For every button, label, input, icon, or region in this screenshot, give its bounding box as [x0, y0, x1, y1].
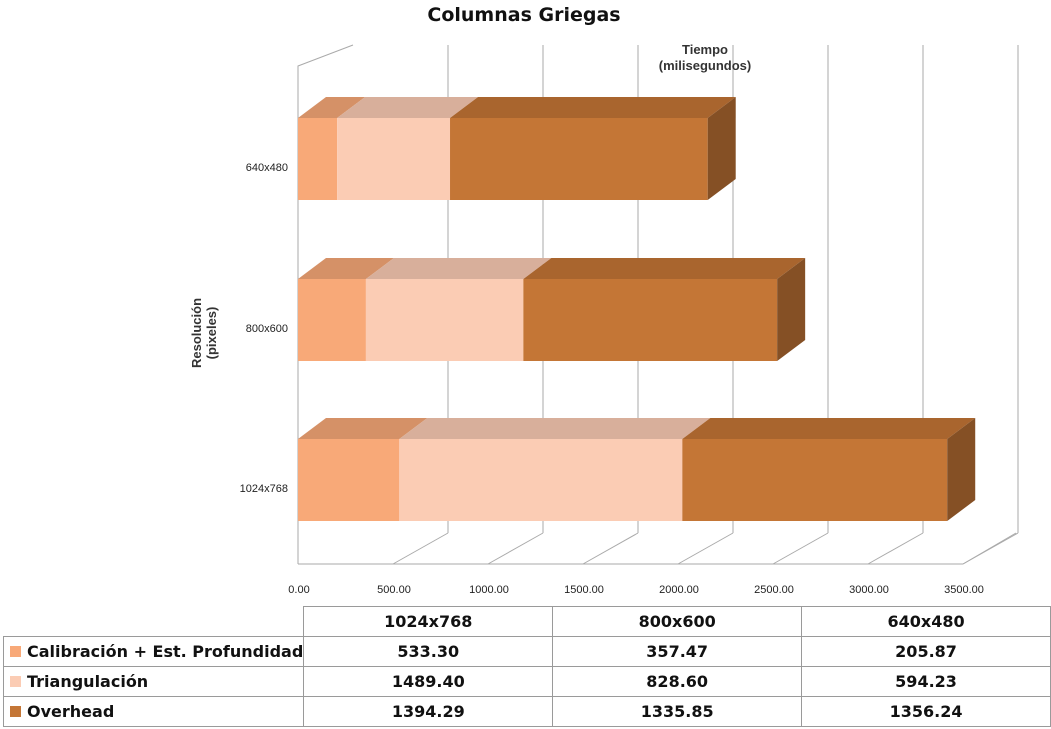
bar-top	[337, 97, 479, 118]
x-tick-label: 2000.00	[659, 584, 699, 596]
table-cell: 533.30	[303, 636, 554, 667]
bar-front	[337, 118, 451, 200]
bar-segment	[298, 418, 428, 521]
gridline-floor	[677, 532, 734, 565]
bars	[298, 97, 976, 521]
table-cell: 1489.40	[303, 666, 554, 697]
x-ticks: 0.00 500.00 1000.00 1500.00 2000.00 2500.00 30…	[288, 584, 984, 596]
bar-side	[947, 418, 976, 521]
series-name: Calibración + Est. Profundidad	[27, 642, 304, 661]
bar-top	[523, 258, 806, 279]
bar-segment	[337, 97, 479, 200]
table-row: Calibración + Est. Profundidad 533.30 35…	[2, 636, 1051, 667]
x-tick-label: 500.00	[377, 584, 411, 596]
table-corner	[3, 606, 305, 637]
bar-segment	[399, 418, 711, 521]
bar-front	[298, 279, 366, 361]
table-cell: 205.87	[801, 636, 1051, 667]
series-name: Triangulación	[27, 672, 149, 691]
bar-top	[682, 418, 976, 439]
gridline-floor	[487, 532, 544, 565]
x-axis-title-line: Tiempo	[682, 42, 728, 57]
table-cell: 1394.29	[303, 696, 554, 727]
y-axis-title-line: Resolución	[189, 298, 204, 368]
table-cell: 1356.24	[801, 696, 1051, 727]
table-header-cell: 1024x768	[303, 606, 554, 637]
bar-side	[777, 258, 806, 361]
bar-front	[298, 118, 338, 200]
table-cell: 828.60	[552, 666, 803, 697]
bar-front	[523, 279, 778, 361]
bar-segment	[523, 258, 806, 361]
legend-entry: Triangulación	[2, 666, 305, 697]
gridline-floor	[392, 532, 449, 565]
table-header-cell: 800x600	[552, 606, 803, 637]
table-header-row: 1024x768 800x600 640x480	[3, 606, 1051, 637]
bar-top	[298, 418, 428, 439]
chart: Columnas Griegas 0.00 500.00 1000.00 1500.0…	[189, 4, 1019, 596]
bar-segment	[365, 258, 552, 361]
gridline-floor	[962, 532, 1019, 565]
x-tick-label: 0.00	[288, 584, 309, 596]
bar-segment	[298, 258, 394, 361]
y-tick-label: 800x600	[246, 323, 288, 335]
table-row: Triangulación 1489.40 828.60 594.23	[2, 666, 1051, 697]
x-axis-title: Tiempo (milisegundos)	[659, 42, 751, 73]
y-ticks: 1024x768 800x600 640x480	[240, 162, 288, 495]
x-tick-label: 3000.00	[849, 584, 889, 596]
bar-front	[298, 439, 400, 521]
bar-segment	[450, 97, 736, 200]
table-row: Overhead 1394.29 1335.85 1356.24	[2, 696, 1051, 727]
legend-swatch	[10, 676, 21, 687]
bar-top	[298, 97, 366, 118]
gridline-floor	[772, 532, 829, 565]
y-axis-title: Resolución(pixeles)	[189, 298, 219, 368]
bar-top	[399, 418, 711, 439]
bar-front	[450, 118, 708, 200]
y-tick-label: 640x480	[246, 162, 288, 174]
bar-front	[365, 279, 524, 361]
legend-swatch	[10, 646, 21, 657]
legend-entry: Overhead	[2, 696, 305, 727]
table-cell: 594.23	[801, 666, 1051, 697]
bar-segment	[682, 418, 976, 521]
bar-side	[707, 97, 736, 200]
gridline-floor	[582, 532, 639, 565]
bar-top	[298, 258, 394, 279]
x-tick-label: 1500.00	[564, 584, 604, 596]
y-axis-title-line: (pixeles)	[204, 307, 219, 360]
table-cell: 357.47	[552, 636, 803, 667]
bar-segment	[298, 97, 366, 200]
axis-left-edge	[297, 44, 354, 564]
x-tick-label: 2500.00	[754, 584, 794, 596]
bar-front	[682, 439, 948, 521]
data-table: 1024x768 800x600 640x480 Calibración + E…	[2, 606, 1051, 727]
x-tick-label: 3500.00	[944, 584, 984, 596]
chart-title: Columnas Griegas	[427, 4, 620, 26]
table-cell: 1335.85	[552, 696, 803, 727]
table-header-cell: 640x480	[801, 606, 1051, 637]
bar-top	[365, 258, 552, 279]
legend-swatch	[10, 706, 21, 717]
x-axis-title-line: (milisegundos)	[659, 58, 751, 73]
bar-front	[399, 439, 683, 521]
gridline-floor	[867, 532, 924, 565]
bar-top	[450, 97, 736, 118]
y-tick-label: 1024x768	[240, 483, 288, 495]
legend-entry: Calibración + Est. Profundidad	[2, 636, 305, 667]
x-tick-label: 1000.00	[469, 584, 509, 596]
series-name: Overhead	[27, 702, 115, 721]
